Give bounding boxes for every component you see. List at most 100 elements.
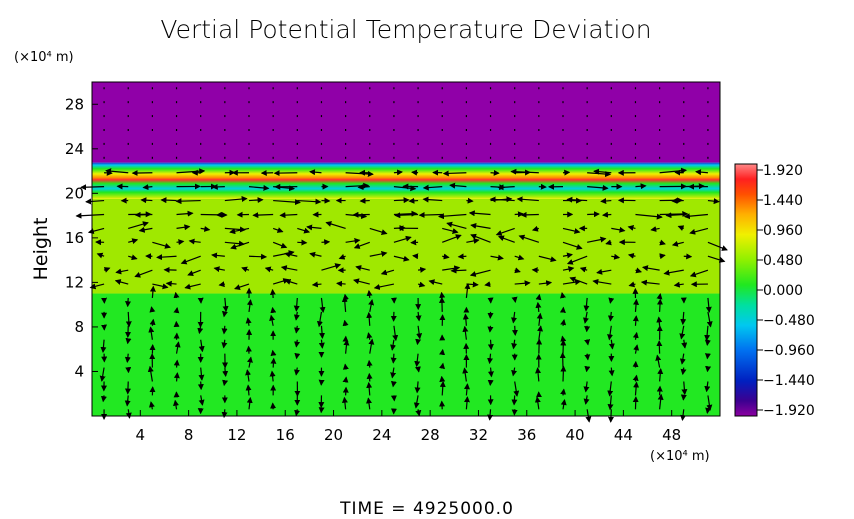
wind-arrow (677, 225, 685, 231)
wind-arrow (607, 311, 614, 322)
wind-arrow (229, 227, 250, 235)
wind-arrow (342, 376, 349, 383)
wind-arrow (707, 241, 728, 251)
wind-arrow (115, 268, 129, 275)
wind-arrow (284, 251, 298, 258)
wind-arrow (560, 318, 567, 326)
wind-arrow (605, 239, 612, 246)
wind-arrow (140, 197, 153, 204)
y-tick-label: 28 (65, 95, 84, 113)
wind-arrow (393, 169, 403, 176)
wind-arrow (704, 381, 711, 393)
wind-arrow (535, 367, 542, 382)
wind-arrow (355, 265, 370, 271)
wind-arrow (418, 212, 443, 219)
wind-arrow (632, 374, 639, 382)
wind-arrow (611, 226, 626, 233)
wind-arrow (125, 311, 132, 328)
wind-arrow (514, 254, 525, 261)
wind-arrow (393, 197, 410, 204)
wind-arrow (659, 167, 688, 174)
wind-arrow (442, 234, 462, 243)
wind-arrow (124, 395, 131, 407)
inversion-band (92, 162, 720, 199)
wind-arrow (680, 367, 687, 376)
wind-arrow (516, 196, 539, 203)
wind-arrow (125, 337, 132, 345)
wind-arrow (607, 325, 614, 341)
wind-arrow (87, 227, 105, 235)
wind-arrow (439, 380, 446, 396)
wind-arrow (446, 221, 467, 229)
wind-arrow (417, 266, 427, 273)
wind-arrow (596, 268, 612, 275)
wind-arrow (380, 269, 395, 276)
wind-arrow (704, 325, 711, 341)
wind-arrow (640, 279, 660, 286)
wind-arrow (215, 211, 225, 218)
wind-arrow (152, 241, 171, 249)
wind-arrow (198, 339, 205, 353)
wind-arrow (633, 381, 640, 396)
wind-arrow (366, 289, 373, 299)
wind-arrow (100, 339, 107, 354)
wind-arrow (414, 353, 421, 368)
wind-arrow (188, 238, 201, 245)
wind-arrow (600, 198, 612, 205)
wind-arrow (224, 196, 248, 202)
wind-arrow (560, 388, 567, 396)
wind-arrow (343, 339, 350, 354)
wind-arrow (174, 341, 181, 354)
wind-arrow (80, 184, 105, 191)
wind-arrow (487, 367, 494, 378)
colorbar-ticks: 1.920 1.440 0.960 0.480 0.000 −0.480 −0.960 −1.… (757, 163, 815, 419)
warm-layer (92, 198, 720, 294)
wind-arrow (149, 285, 156, 299)
y-tick-label: 16 (65, 229, 84, 247)
wind-arrow (657, 368, 664, 382)
wind-arrow (487, 353, 494, 365)
wind-arrow (439, 375, 446, 383)
wind-arrow (417, 281, 426, 288)
wind-arrow (510, 168, 539, 175)
x-tick-label: 28 (421, 426, 440, 444)
wind-arrow (75, 212, 105, 219)
wind-arrow (221, 310, 228, 318)
wind-arrow (180, 255, 201, 265)
wind-arrow (518, 234, 540, 243)
wind-arrow (366, 332, 373, 340)
colorbar-tick-label: 0.480 (763, 253, 803, 269)
wind-arrow (142, 184, 153, 191)
wind-arrow (511, 311, 517, 324)
wind-arrow (537, 325, 544, 340)
wind-arrow (128, 238, 139, 245)
wind-arrow (442, 227, 459, 234)
wind-arrow (368, 338, 375, 354)
wind-arrow (173, 306, 180, 314)
wind-arrow (353, 278, 370, 285)
wind-arrow (318, 339, 325, 349)
wind-arrow (269, 370, 276, 382)
wind-arrow (338, 253, 346, 260)
wind-arrow (587, 211, 600, 218)
wind-arrow (627, 225, 636, 231)
wind-arrow (665, 212, 684, 219)
wind-arrow (319, 325, 326, 339)
wind-arrow (156, 254, 177, 261)
wind-arrow (513, 381, 520, 397)
wind-arrow (415, 338, 422, 346)
y-axis: 4 8 12 16 20 24 28 (65, 95, 98, 380)
wind-arrow (125, 297, 131, 308)
wind-arrow (497, 235, 515, 243)
wind-arrow (200, 226, 211, 232)
colorbar-tick-label: −1.920 (763, 403, 815, 419)
wind-arrow (538, 280, 553, 287)
y-tick-label: 24 (65, 140, 84, 158)
wind-arrow (439, 362, 445, 370)
x-tick-label: 44 (614, 426, 633, 444)
lower-layer (92, 293, 720, 416)
wind-arrow (466, 281, 479, 288)
y-tick-label: 12 (65, 273, 84, 291)
wind-arrow (173, 359, 180, 368)
